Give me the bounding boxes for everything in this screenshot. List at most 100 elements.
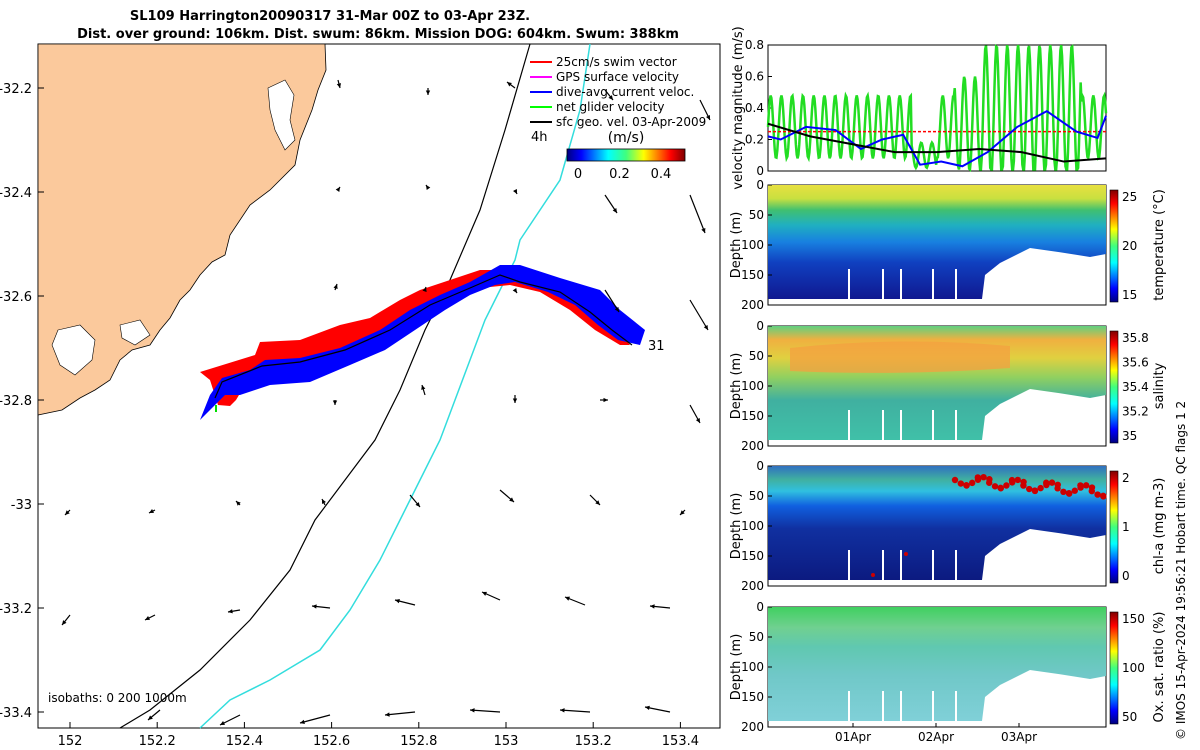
isobath-1000 xyxy=(199,43,591,729)
data-gap xyxy=(848,269,850,299)
colorbar-tick-label: 0 xyxy=(1122,569,1130,583)
swim-vector-band xyxy=(200,270,630,406)
map-colorbar-tick: 0.4 xyxy=(651,167,672,182)
chl-high-point xyxy=(991,483,999,490)
velocity-arrowhead xyxy=(332,400,338,405)
chl-high-point xyxy=(969,479,976,487)
latitude-ticks: -32.2 -32.4 -32.6 -32.8 -33 -33.2 -33.4 xyxy=(0,82,44,721)
section-colorbar xyxy=(1109,611,1119,725)
chl-high-point xyxy=(951,476,959,484)
velocity-ytick-label: 0.8 xyxy=(745,38,764,52)
map-colorbar-ticks: 0 0.2 0.4 xyxy=(574,167,671,182)
velocity-arrowhead xyxy=(706,115,710,120)
data-gap xyxy=(932,410,934,440)
velocity-arrow xyxy=(689,194,706,234)
velocity-arrowhead xyxy=(220,721,225,725)
depth-ylabel: Depth (m) xyxy=(729,212,744,279)
velocity-arrowhead xyxy=(608,95,613,100)
chl-high-point xyxy=(974,474,981,481)
depth-tick-label: 50 xyxy=(749,349,764,363)
chl-high-point xyxy=(1088,487,1096,495)
velocity-yticks: 0 0.2 0.4 0.6 0.8 xyxy=(745,38,772,178)
legend-label-3: net glider velocity xyxy=(556,100,664,114)
velocity-arrowhead xyxy=(509,497,514,502)
map-colorbar-tick: 0 xyxy=(574,167,582,182)
section-colorbar xyxy=(1109,330,1119,444)
colorbar-tick-label: 2 xyxy=(1122,471,1130,485)
time-tick-label: 01Apr xyxy=(835,730,871,744)
velocity-arrowhead xyxy=(645,705,650,711)
velocity-arrowhead xyxy=(421,385,426,390)
velocity-arrowhead xyxy=(614,307,619,312)
lon-tick-label: 152.6 xyxy=(313,734,350,749)
data-gap xyxy=(900,269,902,299)
section-colorbar xyxy=(1109,470,1119,584)
velocity-arrowhead xyxy=(595,500,600,505)
data-gap xyxy=(932,691,934,721)
data-gap xyxy=(848,410,850,440)
lat-tick-label: -32.2 xyxy=(0,82,32,97)
velocity-arrowhead xyxy=(65,510,70,515)
depth-tick-label: 150 xyxy=(741,549,764,563)
data-gap xyxy=(955,269,957,299)
velocity-arrowhead xyxy=(703,325,708,330)
lat-tick-label: -32.8 xyxy=(0,394,32,409)
chl-high-point xyxy=(1014,476,1021,484)
colorbar-tick-label: 35.4 xyxy=(1122,380,1149,394)
colorbar-tick-label: 20 xyxy=(1122,239,1137,253)
velocity-arrowhead xyxy=(470,708,475,713)
chl-high-point xyxy=(986,479,993,486)
depth-tick-label: 50 xyxy=(749,208,764,222)
copyright-text: © IMOS 15-Apr-2024 19:56:21 Hobart time.… xyxy=(1174,401,1188,740)
colorbar-tick-label: 50 xyxy=(1122,710,1137,724)
depth-tick-label: 200 xyxy=(741,298,764,312)
velocity-arrowhead xyxy=(422,287,427,292)
chl-high-point xyxy=(904,552,908,556)
section-panel-2: 0 50 100 150 200 Depth (m) 0 1 2 chl-a (mg m-3) xyxy=(729,459,1167,593)
velocity-arrowhead xyxy=(507,82,512,87)
lat-tick-label: -32.6 xyxy=(0,290,32,305)
velocity-arrowhead xyxy=(612,208,617,213)
data-gap xyxy=(882,550,884,580)
velocity-arrowhead xyxy=(512,288,517,293)
chl-high-point xyxy=(1048,479,1056,486)
depth-tick-label: 0 xyxy=(756,600,764,614)
time-tick-label: 03Apr xyxy=(1001,730,1037,744)
depth-tick-label: 100 xyxy=(741,660,764,674)
lake-3 xyxy=(119,319,151,346)
chl-high-point xyxy=(1083,482,1090,489)
velocity-arrow xyxy=(384,711,416,716)
data-gap xyxy=(900,691,902,721)
data-gap xyxy=(955,691,957,721)
colorbar-tick-label: 15 xyxy=(1122,288,1137,302)
depth-tick-label: 100 xyxy=(741,238,764,252)
isobath-200 xyxy=(119,43,531,729)
chl-high-point xyxy=(1031,487,1039,494)
legend-label-2: dive-avg current veloc. xyxy=(556,85,694,99)
colorbar-label: temperature (°C) xyxy=(1152,189,1167,301)
velocity-ytick-label: 0.4 xyxy=(745,101,764,115)
velocity-arrowhead xyxy=(62,620,67,625)
glider-track xyxy=(214,274,633,399)
velocity-arrowhead xyxy=(300,719,305,724)
velocity-arrow xyxy=(469,709,501,713)
chl-high-point xyxy=(1060,488,1067,496)
lake-2 xyxy=(51,324,96,376)
label-31: 31 xyxy=(648,339,665,354)
lon-tick-label: 152 xyxy=(58,734,83,749)
time-tick-label: 02Apr xyxy=(918,730,954,744)
legend-label-1: GPS surface velocity xyxy=(556,70,679,84)
net-glider-velocity-line xyxy=(766,44,1108,172)
colorbar-label: Ox. sat. ratio (%) xyxy=(1152,612,1167,723)
velocity-arrowhead xyxy=(512,398,518,403)
data-gap xyxy=(932,269,934,299)
depth-tick-label: 50 xyxy=(749,489,764,503)
depth-tick-label: 150 xyxy=(741,268,764,282)
velocity-arrowhead xyxy=(312,604,317,609)
depth-tick-label: 200 xyxy=(741,579,764,593)
depth-tick-label: 100 xyxy=(741,519,764,533)
data-gap xyxy=(848,691,850,721)
velocity-arrowhead xyxy=(425,90,431,95)
lat-tick-label: -33 xyxy=(11,498,32,513)
